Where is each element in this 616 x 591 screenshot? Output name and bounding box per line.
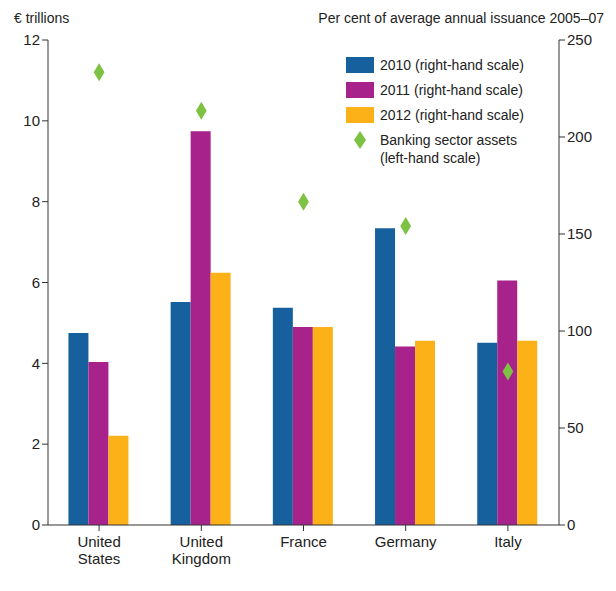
svg-text:UnitedStates: UnitedStates [77, 533, 120, 567]
svg-text:UnitedKingdom: UnitedKingdom [172, 533, 231, 567]
svg-text:6: 6 [32, 274, 40, 291]
svg-text:4: 4 [32, 355, 40, 372]
svg-text:0: 0 [32, 516, 40, 533]
html-text:2011 (right-hand scale): 2011 (right-hand scale) [380, 82, 523, 98]
svg-text:2: 2 [32, 435, 40, 452]
svg-text:France: France [280, 533, 327, 550]
svg-text:150: 150 [567, 225, 592, 242]
svg-text:250: 250 [567, 31, 592, 48]
svg-text:Italy: Italy [494, 533, 522, 550]
html-text:Banking sector assets (left-ha: Banking sector assets (left-hand scale) [380, 132, 517, 166]
svg-text:10: 10 [23, 112, 40, 129]
html-text:2010 (right-hand scale): 2010 (right-hand scale) [380, 57, 524, 73]
svg-text:Germany: Germany [375, 533, 437, 550]
svg-text:100: 100 [567, 322, 592, 339]
svg-text:12: 12 [23, 31, 40, 48]
html-text:2012 (right-hand scale): 2012 (right-hand scale) [380, 107, 524, 123]
svg-text:50: 50 [567, 419, 584, 436]
svg-text:200: 200 [567, 128, 592, 145]
html-text:Per cent of average annual iss: Per cent of average annual issuance 2005… [318, 10, 604, 26]
svg-text:0: 0 [567, 516, 575, 533]
html-text:€ trillions: € trillions [14, 10, 70, 26]
svg-text:8: 8 [32, 193, 40, 210]
